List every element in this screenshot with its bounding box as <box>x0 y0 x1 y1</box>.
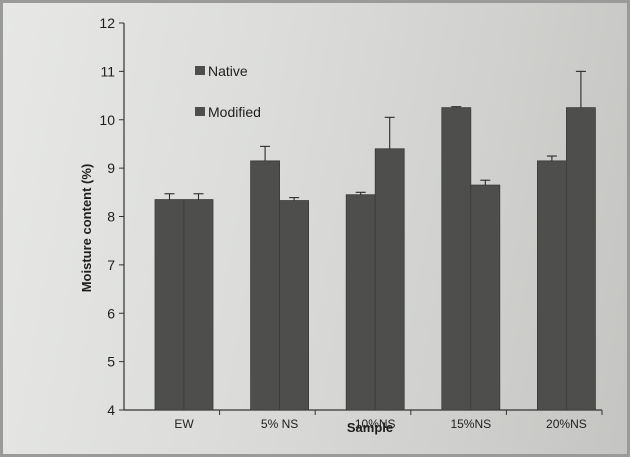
y-axis-title: Moisture content (%) <box>79 164 94 293</box>
bar-modified-10ns <box>374 148 405 411</box>
y-tick-label: 9 <box>107 160 115 176</box>
x-category-label: 5% NS <box>261 417 298 431</box>
bar-native-ew <box>154 199 185 411</box>
x-category-label: 10%NS <box>355 417 396 431</box>
bar-native-10ns <box>345 194 376 411</box>
y-tick-label: 4 <box>107 402 115 418</box>
x-category-label: EW <box>174 417 194 431</box>
y-tick-label: 10 <box>99 112 115 128</box>
bar-modified-5ns <box>279 200 310 411</box>
y-tick-label: 12 <box>99 15 115 31</box>
bar-native-20ns <box>537 160 567 411</box>
y-tick-label: 7 <box>107 257 115 273</box>
x-category-label: 15%NS <box>450 417 491 431</box>
bar-native-5ns <box>250 160 281 411</box>
x-category-label: 20%NS <box>546 417 587 431</box>
x-axis-title: Sample <box>347 420 393 435</box>
legend-label-modified: Modified <box>208 104 261 120</box>
legend-swatch-modified <box>195 107 205 116</box>
legend-swatch-native <box>195 66 205 75</box>
bars <box>154 107 596 411</box>
y-tick-label: 6 <box>107 305 115 321</box>
y-tick-label: 11 <box>100 63 115 79</box>
bar-modified-ew <box>183 199 214 411</box>
bar-native-15ns <box>441 107 472 411</box>
bar-modified-20ns <box>566 107 596 411</box>
bar-modified-15ns <box>470 184 501 411</box>
y-tick-label: 8 <box>107 209 115 225</box>
legend: Native Modified <box>195 63 261 120</box>
y-tick-label: 5 <box>107 354 115 370</box>
legend-label-native: Native <box>208 63 248 79</box>
error-bars <box>164 70 586 201</box>
y-axis: 4 5 6 7 8 9 10 11 12 <box>99 15 125 418</box>
